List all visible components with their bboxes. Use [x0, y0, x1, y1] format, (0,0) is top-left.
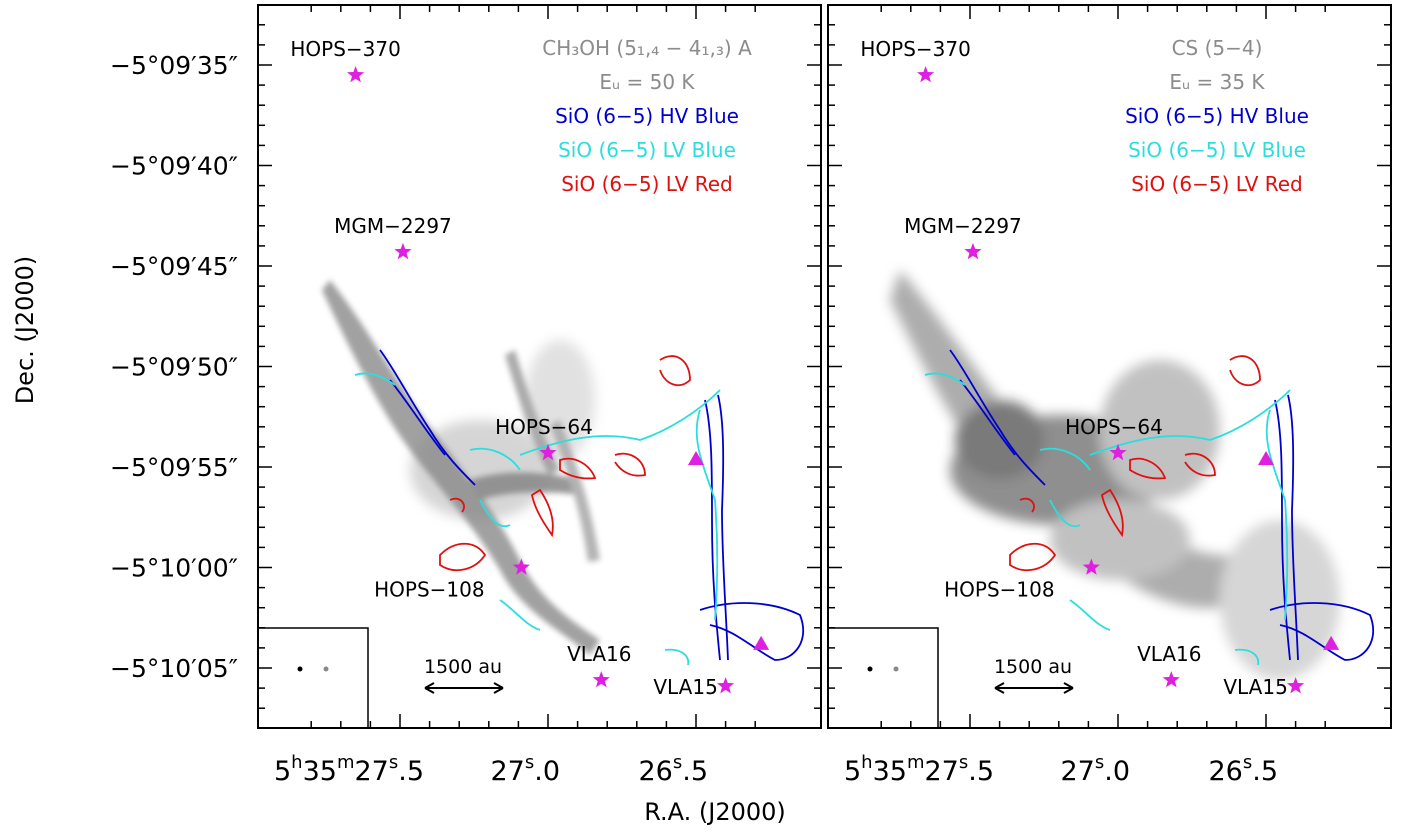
scale-bars: 1500 au 1500 au	[424, 656, 1074, 694]
source-label: VLA15	[653, 675, 717, 699]
source-triangle-marker	[1258, 450, 1274, 465]
legend-entry-right: SiO (6−5) LV Blue	[1128, 138, 1306, 162]
source-label: HOPS−64	[1065, 415, 1163, 439]
source-star-marker	[347, 66, 365, 83]
x-tick-label: 27s.0	[490, 752, 560, 787]
source-label: HOPS−370	[290, 37, 400, 61]
x-axis-label: R.A. (J2000)	[644, 798, 786, 826]
x-tick-label-first: 5h35m27s.5	[844, 752, 994, 787]
scale-bar-label-right: 1500 au	[994, 656, 1072, 678]
legend-entry-left: SiO (6−5) LV Blue	[558, 138, 736, 162]
legend-entry-right: CS (5−4)	[1172, 36, 1263, 60]
y-tick-labels: −5°09′35″ −5°09′40″ −5°09′45″ −5°09′50″ −5°0…	[110, 51, 238, 683]
ch3oh-emission-map	[322, 280, 600, 655]
legend-entry-right: SiO (6−5) HV Blue	[1125, 104, 1309, 128]
y-tick-label: −5°09′45″	[110, 252, 238, 281]
y-tick-label: −5°09′55″	[110, 453, 238, 482]
y-tick-label: −5°10′05″	[110, 654, 238, 683]
legend-entry-left: SiO (6−5) HV Blue	[555, 104, 739, 128]
axis-ticks	[258, 5, 1391, 728]
beam-ellipse-left	[297, 666, 303, 672]
x-tick-label: 27s.0	[1060, 752, 1130, 787]
source-label: VLA15	[1223, 675, 1287, 699]
beam-ellipse-right	[867, 666, 873, 672]
sio-contours-left	[354, 349, 805, 666]
legends: CH₃OH (5₁,₄ − 4₁,₃) A Eᵤ = 50 K SiO (6−5) …	[542, 36, 1309, 196]
source-triangle-marker	[688, 450, 704, 465]
source-star-marker	[964, 242, 982, 260]
beam-ellipse-left-2	[323, 666, 329, 672]
source-label: MGM−2297	[334, 214, 452, 238]
source-label: VLA16	[1137, 642, 1201, 666]
source-label: MGM−2297	[904, 214, 1022, 238]
beam-ellipse-right-2	[893, 666, 899, 672]
source-triangle-marker	[1323, 635, 1340, 650]
y-axis-label: Dec. (J2000)	[11, 256, 39, 405]
source-markers: HOPS−370 MGM−2297 HOPS−64 HOPS−108 VLA16 VLA1…	[290, 37, 1340, 699]
source-star-marker	[717, 677, 735, 694]
x-tick-label: 26s.5	[1208, 752, 1278, 787]
x-tick-labels: 5h35m27s.5 27s.0 26s.5 5h35m27s.5 27s.0 26s.5	[274, 752, 1278, 787]
source-star-marker	[512, 558, 530, 575]
beam-box-left	[258, 627, 369, 728]
y-tick-label: −5°09′50″	[110, 353, 238, 382]
source-star-marker	[592, 671, 610, 688]
source-label: HOPS−108	[944, 578, 1054, 602]
source-star-marker	[1082, 558, 1100, 575]
scale-bar-arrow-left	[424, 682, 504, 694]
panel-left-ch3oh	[322, 280, 805, 666]
source-label: VLA16	[567, 642, 631, 666]
y-tick-label: −5°09′40″	[110, 152, 238, 181]
source-star-marker	[539, 443, 557, 461]
source-star-marker	[1109, 443, 1127, 461]
legend-entry-left: CH₃OH (5₁,₄ − 4₁,₃) A	[542, 36, 752, 60]
x-tick-label: 26s.5	[638, 752, 708, 787]
cs-emission-map	[890, 270, 1340, 680]
legend-entry-left: SiO (6−5) LV Red	[561, 172, 733, 196]
legend-entry-left: Eᵤ = 50 K	[599, 70, 695, 94]
sio-contours-right	[924, 349, 1375, 666]
legend-entry-right: SiO (6−5) LV Red	[1131, 172, 1303, 196]
source-label: HOPS−370	[860, 37, 970, 61]
y-tick-label: −5°09′35″	[110, 51, 238, 80]
beam-box-right	[828, 627, 939, 728]
legend-entry-right: Eᵤ = 35 K	[1169, 70, 1265, 94]
source-star-marker	[1162, 671, 1180, 688]
scale-bar-label-left: 1500 au	[424, 656, 502, 678]
source-star-marker	[1287, 677, 1305, 694]
source-label: HOPS−64	[495, 415, 593, 439]
scale-bar-arrow-right	[994, 682, 1074, 694]
source-star-marker	[394, 242, 412, 260]
panel-right-cs	[890, 270, 1375, 680]
source-star-marker	[917, 66, 935, 83]
source-label: HOPS−108	[374, 578, 484, 602]
x-tick-label-first: 5h35m27s.5	[274, 752, 424, 787]
y-tick-label: −5°10′00″	[110, 554, 238, 583]
source-triangle-marker	[753, 635, 770, 650]
